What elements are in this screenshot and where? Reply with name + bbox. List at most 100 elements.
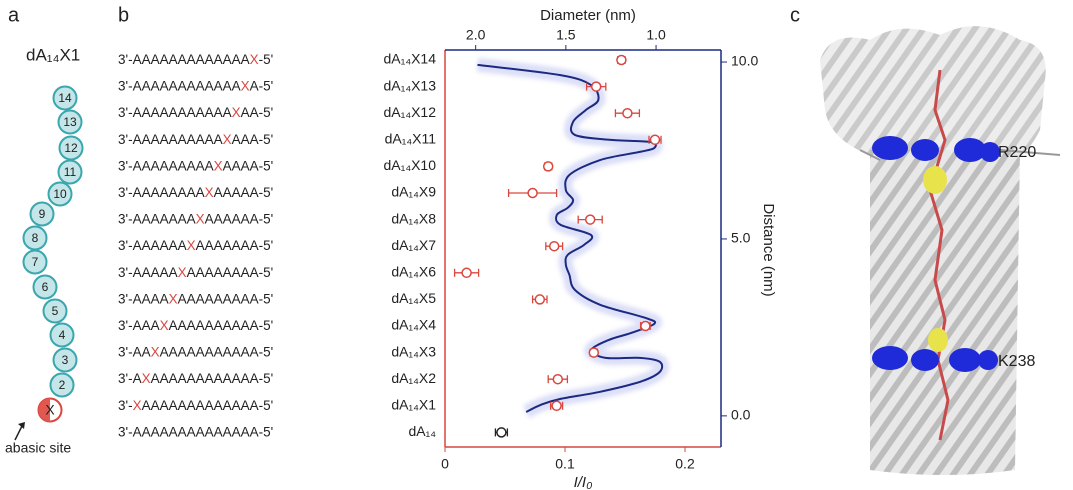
k238-ring (872, 346, 998, 372)
sequence-part: AAAAAAAAAA-5' (169, 318, 274, 333)
point (542, 161, 554, 172)
sequence: 3'-AAAAAAAXAAAAAA-5' (118, 211, 273, 226)
bead (42, 298, 68, 324)
bead (29, 201, 55, 227)
abasic-mark: X (214, 158, 223, 173)
abasic-mark: X (133, 397, 142, 412)
row-label: dA₁₄X7 (391, 237, 436, 253)
abasic-mark: X (196, 211, 205, 226)
sequence: 3'-AAXAAAAAAAAAAA-5' (118, 344, 273, 359)
bead-label: X (45, 402, 55, 418)
sequence: 3'-AAAAAAAAAAAAAA-5' (118, 424, 273, 439)
y-tick-label: 5.0 (731, 230, 751, 246)
bead-label: 14 (58, 91, 72, 105)
point (640, 320, 651, 332)
x2-tick-label: 1.5 (556, 27, 576, 43)
point (527, 187, 538, 199)
bead-label: 3 (62, 353, 69, 367)
sequence: 3'-AAAAAXAAAAAAAA-5' (118, 264, 273, 279)
sequence-part: AA-5' (241, 105, 274, 120)
arrow (14, 425, 23, 441)
dna-strand (928, 69, 950, 441)
sequence: 3'-AAAAAAAAAXAAAA-5' (118, 158, 273, 173)
x-tick-label: 0.2 (675, 456, 695, 472)
sequence-part: 3'-AAAAAAAAAA (118, 131, 223, 146)
x2-axis-title: Diameter (nm) (540, 7, 636, 24)
x-axis-title: I/I₀ (574, 474, 593, 490)
row-label: dA₁₄X1 (391, 397, 436, 413)
arrow-head (18, 422, 25, 429)
sequence-part: AAAAAAAA-5' (187, 264, 274, 279)
abasic-mark: X (142, 371, 151, 386)
row-label: dA₁₄ (408, 423, 436, 439)
bead-label: 9 (39, 207, 46, 221)
bead (52, 85, 78, 111)
curve (477, 63, 664, 413)
panel-label: c (790, 4, 800, 26)
bead-label: 5 (52, 304, 59, 318)
sequence-part: AAAAAAAAAAAA-5' (151, 371, 274, 386)
abasic-mark: X (232, 105, 241, 120)
loop (859, 149, 1061, 161)
r220-ring (872, 136, 1000, 162)
bead (49, 372, 75, 398)
sequence: 3'-AAAAAAAAAAAAXA-5' (118, 78, 273, 93)
bead (57, 159, 83, 185)
bead-label: 12 (64, 141, 78, 155)
barrel (870, 150, 1020, 475)
sequence: 3'-AAAXAAAAAAAAAA-5' (118, 318, 273, 333)
abasic-site (928, 328, 948, 352)
bead (57, 109, 83, 135)
point (551, 400, 562, 412)
panel-label: b (118, 4, 129, 26)
sequence-part: 3'-AAAAAAAA (118, 185, 205, 200)
y-tick-label: 10.0 (731, 53, 758, 69)
row-label: dA₁₄X4 (391, 317, 436, 333)
sequence-part: AAAAAAA-5' (196, 238, 274, 253)
panel-title: dA₁₄X1 (26, 45, 80, 64)
abasic-mark: X (151, 344, 160, 359)
point (616, 54, 627, 66)
abasic-mark: X (223, 131, 232, 146)
sequence-part: 3'-AAAAAAAAA (118, 158, 214, 173)
abasic-site (923, 166, 947, 194)
row-label: dA₁₄X5 (391, 290, 436, 306)
bead-label: 13 (63, 115, 77, 129)
point (590, 81, 602, 92)
row-label: dA₁₄X9 (391, 184, 436, 200)
sequence-part: AAAA-5' (223, 158, 274, 173)
y-tick-label: 0.0 (731, 407, 751, 423)
bead (47, 181, 73, 207)
x-tick-label: 0.1 (555, 456, 575, 472)
point (649, 134, 661, 146)
sequence-part: AAAAAAAAA-5' (178, 291, 274, 306)
sequence-part: 3'-AAAAAAA (118, 211, 196, 226)
sequence-part: 3'-AAAAAAAAAAA (118, 105, 232, 120)
point (588, 347, 600, 358)
abasic-mark: X (178, 264, 187, 279)
point (548, 240, 560, 252)
sequence-part: 3'-AAAAA (118, 264, 178, 279)
bead-label: 7 (32, 255, 39, 269)
sequence-part: AAAAAA-5' (205, 211, 274, 226)
sequence: 3'-AAAAAAAAAAAAAX-5' (118, 52, 273, 67)
residue-label: R220 (998, 144, 1036, 161)
sequence-part: AAA-5' (232, 131, 274, 146)
sequence-part: 3'- (118, 397, 133, 412)
sequence-part: -5' (259, 52, 274, 67)
cap (820, 26, 1046, 155)
sequence: 3'-AAAAAAAAAAXAAA-5' (118, 131, 273, 146)
bead-label: 11 (64, 165, 77, 179)
sequence-part: AAAAA-5' (214, 185, 274, 200)
sequence: 3'-XAAAAAAAAAAAAA-5' (118, 397, 273, 412)
point (584, 214, 596, 225)
sequence-part: AAAAAAAAAAAAA-5' (142, 397, 274, 412)
abasic-mark: X (169, 291, 178, 306)
row-label: dA₁₄X13 (384, 77, 437, 93)
sequence-part: 3'-AAAAAA (118, 238, 187, 253)
point (552, 373, 564, 385)
panel-label: a (8, 4, 20, 26)
